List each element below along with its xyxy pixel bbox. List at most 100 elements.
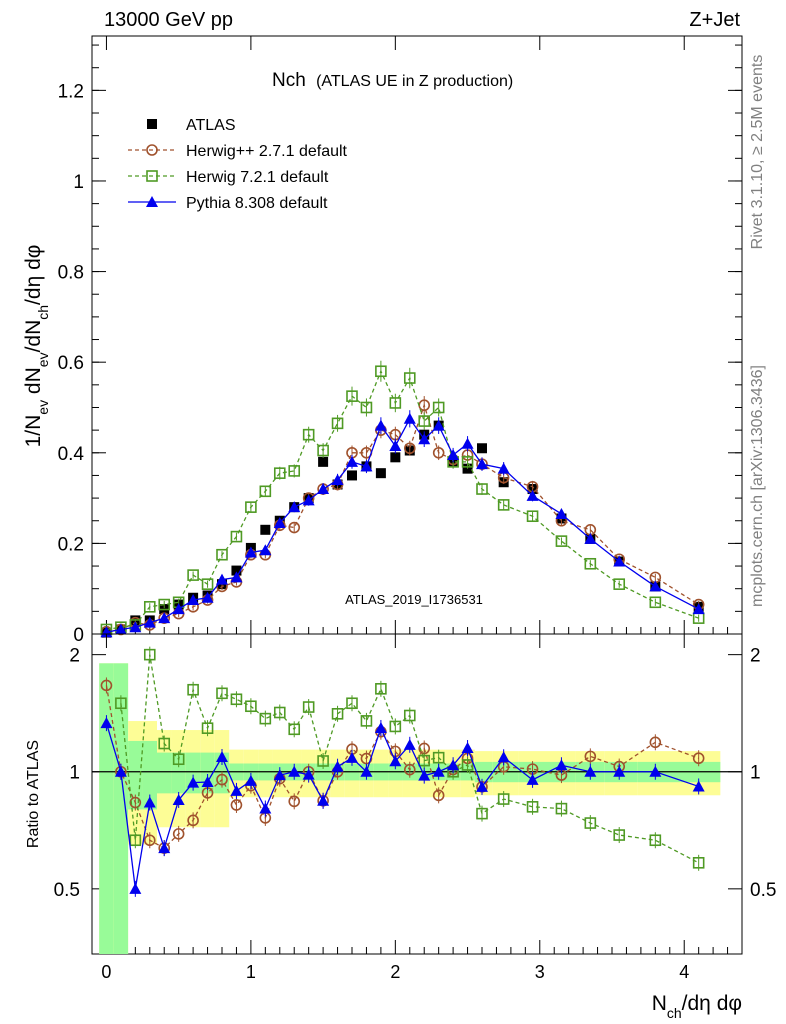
herwig-7-2-1-default-ratio-point	[216, 687, 228, 700]
herwig-7-2-1-default-point	[649, 596, 662, 609]
pythia-8-308-default-line	[106, 417, 699, 633]
pythia-8-308-default-ratio-point	[100, 717, 113, 729]
herwig-7-2-1-default-point	[288, 465, 301, 477]
herwig-2-7-1-default-point	[288, 521, 301, 534]
pythia-8-308-default-point	[432, 419, 445, 431]
pythia-8-308-default-point	[447, 449, 460, 461]
pythia-8-308-default-ratio-point	[360, 765, 373, 777]
herwig-7-2-1-default-ratio-point	[331, 708, 344, 720]
herwig-7-2-1-default-ratio-point	[172, 753, 185, 766]
pythia-8-308-default-point	[476, 458, 488, 470]
herwig-2-7-1-default-point	[432, 446, 445, 459]
legend-marker	[147, 119, 157, 129]
herwig-7-2-1-default-point	[476, 483, 488, 495]
herwig-7-2-1-default-ratio-point	[129, 834, 142, 847]
pythia-8-308-default-point	[244, 546, 257, 558]
pythia-8-308-default-ratio-point	[692, 780, 705, 792]
herwig-7-2-1-default-point	[245, 501, 257, 513]
pythia-8-308-default-point	[418, 433, 431, 445]
pythia-8-308-default-ratio-point	[273, 769, 286, 781]
pythia-8-308-default-point	[555, 507, 568, 519]
pythia-8-308-default-ratio-point	[584, 765, 597, 777]
plot-title-main: Nch	[272, 70, 306, 91]
herwig-7-2-1-default-ratio-point	[187, 683, 199, 696]
pythia-8-308-default-point	[129, 621, 142, 633]
pythia-8-308-default-ratio-point	[216, 751, 228, 763]
ratio-tick-label: 1	[69, 763, 80, 784]
pythia-8-308-default-ratio-point	[555, 759, 568, 771]
pythia-8-308-default-point	[613, 555, 626, 567]
stat-uncertainty-band	[113, 663, 129, 954]
stat-uncertainty-band	[157, 752, 172, 794]
pythia-8-308-default-ratio-point	[114, 765, 127, 777]
y-tick-label: 0.4	[58, 444, 85, 465]
atlas-point	[347, 470, 357, 481]
legend-label: Herwig++ 2.7.1 default	[186, 143, 348, 160]
header-left: 13000 GeV pp	[104, 9, 233, 31]
stat-uncertainty-band	[142, 740, 157, 810]
herwig-7-2-1-default-ratio-point	[418, 754, 431, 767]
pythia-8-308-default-point	[216, 573, 228, 585]
pythia-8-308-default-ratio-point	[432, 765, 445, 777]
y-axis-label: 1/Nev dNev/dNch/dη dφ	[22, 245, 51, 448]
herwig-7-2-1-default-point	[216, 548, 228, 561]
pythia-8-308-default-ratio-point	[497, 751, 510, 763]
herwig-7-2-1-default-point	[526, 510, 539, 523]
atlas-point	[390, 452, 401, 463]
herwig-7-2-1-default-ratio-point	[403, 709, 416, 722]
herwig-7-2-1-default-ratio-point	[288, 723, 301, 736]
pythia-8-308-default-ratio-point	[331, 760, 344, 772]
herwig-2-7-1-default-ratio-point	[692, 752, 705, 765]
herwig-7-2-1-default-ratio-point	[649, 834, 662, 847]
x-axis-label: Nch/dη dφ	[652, 992, 742, 1021]
herwig-2-7-1-default-ratio-point	[288, 795, 301, 808]
pythia-8-308-default-ratio-point	[526, 773, 539, 785]
pythia-8-308-default-ratio-point	[317, 794, 330, 806]
ratio-tick-label-right: 0.5	[750, 880, 776, 901]
herwig-7-2-1-default-point	[230, 530, 243, 543]
herwig-7-2-1-default-ratio-point	[584, 817, 597, 829]
side-label-top: Rivet 3.1.10, ≥ 2.5M events	[749, 55, 766, 250]
pythia-8-308-default-point	[403, 412, 416, 424]
y-tick-label: 0.2	[58, 534, 84, 555]
ratio-y-axis-label: Ratio to ATLAS	[25, 740, 42, 848]
pythia-8-308-default-point	[649, 580, 662, 592]
analysis-label: ATLAS_2019_I1736531	[345, 592, 483, 607]
herwig-7-2-1-default-ratio-point	[613, 829, 626, 841]
x-tick-label: 1	[246, 962, 256, 982]
herwig-2-7-1-default-ratio-point	[584, 750, 597, 763]
legend-marker	[146, 170, 158, 182]
pythia-8-308-default-point	[584, 532, 597, 544]
herwig-7-2-1-default-ratio-point	[692, 857, 705, 869]
herwig-7-2-1-default-ratio-point	[245, 700, 257, 713]
side-label-bottom: mcplots.cern.ch [arXiv:1306.3436]	[749, 365, 766, 607]
pythia-8-308-default-point	[331, 473, 344, 485]
pythia-8-308-default-point	[201, 591, 214, 603]
pythia-8-308-default-point	[497, 462, 510, 474]
main-panel: 0 0.2 0.4 0.6 0.8 1 1.2 Nch (ATLAS UE in Z pro…	[58, 35, 743, 646]
pythia-8-308-default-point	[692, 603, 705, 615]
pythia-8-308-default-point	[526, 489, 539, 501]
pythia-8-308-default-ratio-point	[187, 776, 200, 788]
pythia-8-308-default-ratio-point	[346, 751, 358, 763]
herwig-7-2-1-default-line	[106, 369, 699, 631]
x-tick-label: 2	[390, 962, 400, 982]
herwig-2-7-1-default-ratio-point	[403, 763, 416, 776]
plot-title: Nch (ATLAS UE in Z production)	[272, 70, 513, 91]
herwig-7-2-1-default-point	[613, 578, 626, 590]
pythia-8-308-default-point	[346, 455, 358, 467]
pythia-8-308-default-ratio-point	[158, 842, 171, 854]
pythia-8-308-default-ratio-point	[476, 780, 488, 792]
ratio-tick-label: 0.5	[54, 880, 80, 901]
herwig-7-2-1-default-point	[360, 401, 373, 414]
herwig-7-2-1-default-point	[375, 365, 387, 378]
herwig-7-2-1-default-ratio-point	[461, 759, 474, 771]
pythia-8-308-default-point	[172, 603, 185, 615]
herwig-7-2-1-default-point	[187, 569, 199, 581]
herwig-2-7-1-default-ratio-point	[216, 773, 228, 786]
y-tick-label: 0.6	[58, 353, 84, 374]
pythia-8-308-default-point	[187, 594, 200, 606]
legend-label: ATLAS	[186, 117, 236, 134]
pythia-8-308-default-point	[273, 517, 286, 529]
